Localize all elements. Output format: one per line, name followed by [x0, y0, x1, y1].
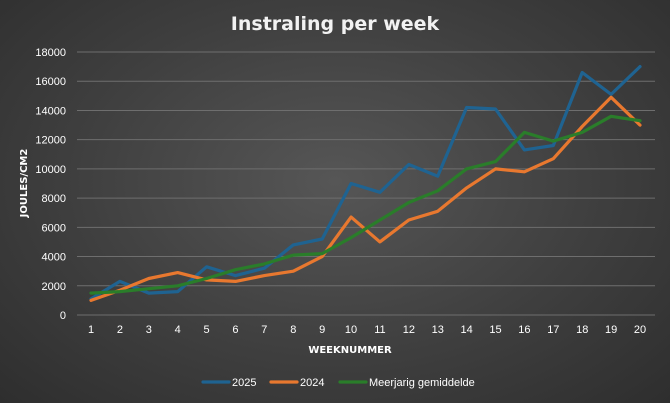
y-tick-label: 0 — [60, 310, 66, 322]
legend-label-0: 2025 — [232, 377, 256, 389]
y-tick-label: 8000 — [42, 193, 66, 205]
y-tick-label: 4000 — [42, 252, 66, 264]
x-tick-label: 14 — [461, 324, 473, 336]
x-tick-label: 15 — [489, 324, 501, 336]
x-axis-ticks: 1 2 3 4 5 6 7 8 9 10 11 12 13 14 15 16 17 18 19 20 — [88, 324, 646, 336]
x-tick-label: 17 — [547, 324, 559, 336]
series-line-2 — [89, 114, 642, 295]
y-axis-ticks: 0 2000 4000 6000 8000 10000 12000 14000 16000 180… — [35, 47, 66, 322]
x-tick-label: 4 — [175, 324, 181, 336]
x-tick-label: 13 — [432, 324, 444, 336]
y-tick-label: 14000 — [35, 105, 66, 117]
series-line-1 — [89, 95, 642, 302]
x-tick-label: 1 — [88, 324, 94, 336]
series-line-0 — [89, 64, 642, 301]
chart-title: Instraling per week — [231, 13, 440, 35]
x-tick-label: 16 — [518, 324, 530, 336]
y-tick-label: 10000 — [35, 164, 66, 176]
y-axis-label: JOULES/CM2 — [19, 149, 30, 219]
x-tick-label: 18 — [576, 324, 588, 336]
y-tick-label: 16000 — [35, 76, 66, 88]
legend-label-2: Meerjarig gemiddelde — [369, 377, 475, 389]
legend: 2025 2024 Meerjarig gemiddelde — [201, 377, 475, 389]
x-tick-label: 5 — [204, 324, 210, 336]
x-axis-label: WEEKNUMMER — [308, 345, 392, 356]
x-tick-label: 9 — [319, 324, 325, 336]
x-tick-label: 20 — [634, 324, 646, 336]
y-tick-label: 2000 — [42, 281, 66, 293]
x-tick-label: 6 — [232, 324, 238, 336]
x-tick-label: 10 — [345, 324, 357, 336]
x-tick-label: 2 — [117, 324, 123, 336]
series-lines — [89, 64, 642, 302]
x-tick-label: 12 — [403, 324, 415, 336]
y-tick-label: 12000 — [35, 135, 66, 147]
legend-label-1: 2024 — [300, 377, 324, 389]
x-tick-label: 7 — [261, 324, 267, 336]
x-tick-label: 8 — [290, 324, 296, 336]
y-tick-label: 18000 — [35, 47, 66, 59]
x-tick-label: 3 — [146, 324, 152, 336]
x-tick-label: 11 — [374, 324, 385, 336]
x-tick-label: 19 — [605, 324, 617, 336]
y-tick-label: 6000 — [42, 222, 66, 234]
